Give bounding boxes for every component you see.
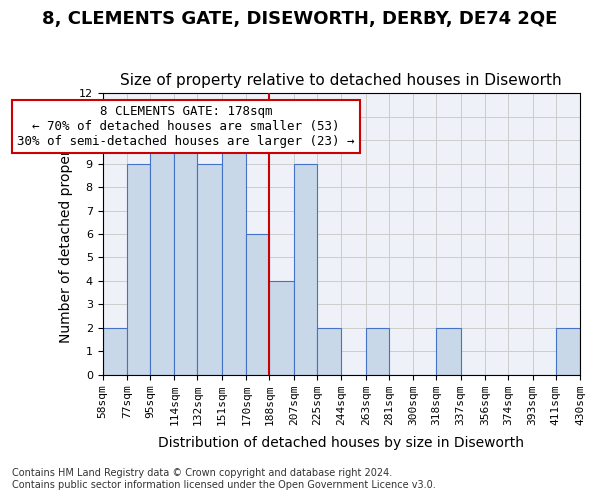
Bar — [556, 328, 580, 374]
Text: 8 CLEMENTS GATE: 178sqm
← 70% of detached houses are smaller (53)
30% of semi-de: 8 CLEMENTS GATE: 178sqm ← 70% of detache… — [17, 105, 355, 148]
Y-axis label: Number of detached properties: Number of detached properties — [59, 124, 73, 344]
Text: 8, CLEMENTS GATE, DISEWORTH, DERBY, DE74 2QE: 8, CLEMENTS GATE, DISEWORTH, DERBY, DE74… — [43, 10, 557, 28]
Bar — [436, 328, 461, 374]
X-axis label: Distribution of detached houses by size in Diseworth: Distribution of detached houses by size … — [158, 436, 524, 450]
Bar — [246, 234, 269, 374]
Text: Contains HM Land Registry data © Crown copyright and database right 2024.
Contai: Contains HM Land Registry data © Crown c… — [12, 468, 436, 490]
Bar — [175, 140, 197, 374]
Bar — [127, 164, 150, 374]
Bar — [317, 328, 341, 374]
Bar — [222, 140, 246, 374]
Bar — [103, 328, 127, 374]
Title: Size of property relative to detached houses in Diseworth: Size of property relative to detached ho… — [121, 73, 562, 88]
Bar — [294, 164, 317, 374]
Bar — [269, 281, 294, 374]
Bar — [365, 328, 389, 374]
Bar — [150, 140, 175, 374]
Bar — [197, 164, 222, 374]
